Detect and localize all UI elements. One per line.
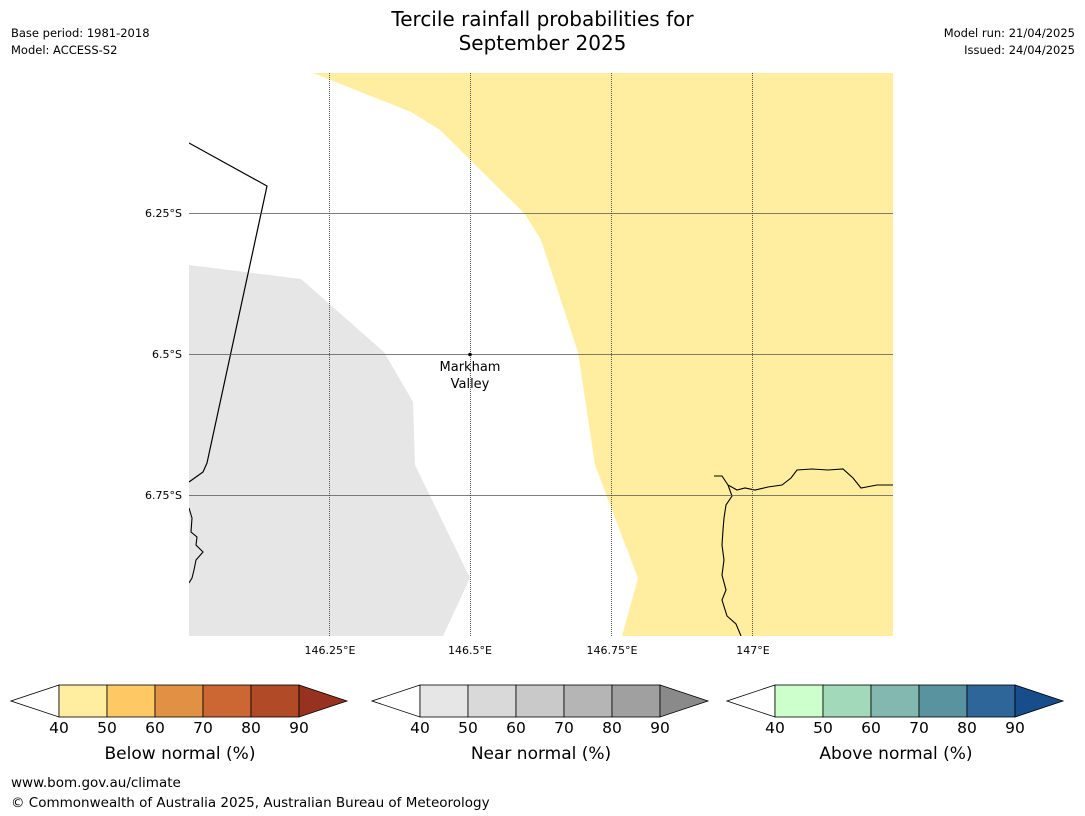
- tick-label: 70: [554, 719, 574, 737]
- colorbar-near-graphic: [370, 684, 710, 718]
- lat-label-6-75: 6.75°S: [145, 489, 182, 502]
- colorbar-segment: [515, 684, 565, 718]
- colorbar-over-triangle: [659, 684, 710, 718]
- colorbar-segment: [918, 684, 968, 718]
- latitude-lines: [189, 213, 893, 496]
- meta-right: Model run: 21/04/2025 Issued: 24/04/2025: [944, 25, 1075, 59]
- coastline-east: [714, 468, 893, 491]
- colorbar-segment: [58, 684, 108, 718]
- near-normal-region: [189, 265, 470, 636]
- coastline-west: [189, 507, 204, 584]
- footer-copyright: © Commonwealth of Australia 2025, Austra…: [11, 795, 490, 811]
- colorbar-above-normal: 40 50 60 70 80 90 Above normal (%): [725, 684, 1066, 774]
- tick-label: 90: [1005, 719, 1025, 737]
- colorbar-segment: [563, 684, 613, 718]
- colorbar-above-graphic: [725, 684, 1065, 718]
- place-label-line-1: Markham: [440, 360, 501, 375]
- colorbar-above-label: Above normal (%): [819, 744, 973, 764]
- tick-label: 60: [861, 719, 881, 737]
- tick-label: 80: [241, 719, 261, 737]
- tick-label: 40: [765, 719, 785, 737]
- tick-label: 40: [49, 719, 69, 737]
- base-period-text: Base period: 1981-2018: [11, 26, 150, 40]
- border-line: [189, 142, 268, 483]
- meta-left: Base period: 1981-2018 Model: ACCESS-S2: [11, 25, 150, 59]
- lon-label-146-25: 146.25°E: [305, 644, 356, 657]
- colorbar-segment: [870, 684, 920, 718]
- colorbar-near-label: Near normal (%): [470, 744, 612, 764]
- place-marker-dot: [468, 352, 472, 357]
- colorbar-segment: [467, 684, 517, 718]
- colorbar-segment: [822, 684, 872, 718]
- tick-label: 90: [289, 719, 309, 737]
- lon-label-146-75: 146.75°E: [587, 644, 638, 657]
- lat-label-6-5: 6.5°S: [152, 348, 182, 361]
- tick-label: 50: [813, 719, 833, 737]
- colorbar-segment: [154, 684, 204, 718]
- river-line: [721, 484, 742, 636]
- tick-label: 70: [909, 719, 929, 737]
- tick-label: 70: [193, 719, 213, 737]
- model-text: Model: ACCESS-S2: [11, 43, 118, 57]
- lat-label-6-25: 6.25°S: [145, 207, 182, 220]
- colorbar-under-triangle: [725, 684, 776, 718]
- lon-label-146-5: 146.5°E: [448, 644, 492, 657]
- title-line-1: Tercile rainfall probabilities for: [391, 7, 694, 31]
- chart-title: Tercile rainfall probabilities for Septe…: [0, 7, 1085, 55]
- tick-label: 60: [506, 719, 526, 737]
- colorbar-segment: [774, 684, 824, 718]
- tick-label: 80: [957, 719, 977, 737]
- colorbar-over-triangle: [298, 684, 349, 718]
- colorbar-segment: [106, 684, 156, 718]
- lon-label-147: 147°E: [736, 644, 769, 657]
- colorbar-segment: [966, 684, 1016, 718]
- colorbar-under-triangle: [370, 684, 421, 718]
- colorbar-under-triangle: [9, 684, 60, 718]
- colorbar-near-normal: 40 50 60 70 80 90 Near normal (%): [370, 684, 711, 774]
- place-label-line-2: Valley: [451, 377, 490, 392]
- colorbar-segment: [202, 684, 252, 718]
- tick-label: 80: [602, 719, 622, 737]
- tick-label: 50: [97, 719, 117, 737]
- colorbar-over-triangle: [1014, 684, 1065, 718]
- map-area: Markham Valley: [189, 73, 893, 636]
- tick-label: 90: [650, 719, 670, 737]
- footer-url[interactable]: www.bom.gov.au/climate: [11, 775, 181, 791]
- colorbar-segment: [250, 684, 300, 718]
- tick-label: 40: [410, 719, 430, 737]
- title-line-2: September 2025: [458, 31, 627, 55]
- tick-label: 50: [458, 719, 478, 737]
- colorbar-below-graphic: [9, 684, 349, 718]
- colorbar-below-label: Below normal (%): [104, 744, 256, 764]
- tick-label: 60: [145, 719, 165, 737]
- issued-text: Issued: 24/04/2025: [964, 43, 1075, 57]
- colorbar-below-normal: 40 50 60 70 80 90 Below normal (%): [9, 684, 350, 774]
- colorbar-segment: [611, 684, 661, 718]
- map: Markham Valley 6.25°S 6.5°S 6.75°S 146.2…: [145, 73, 893, 657]
- colorbar-segment: [419, 684, 469, 718]
- model-run-text: Model run: 21/04/2025: [943, 26, 1075, 40]
